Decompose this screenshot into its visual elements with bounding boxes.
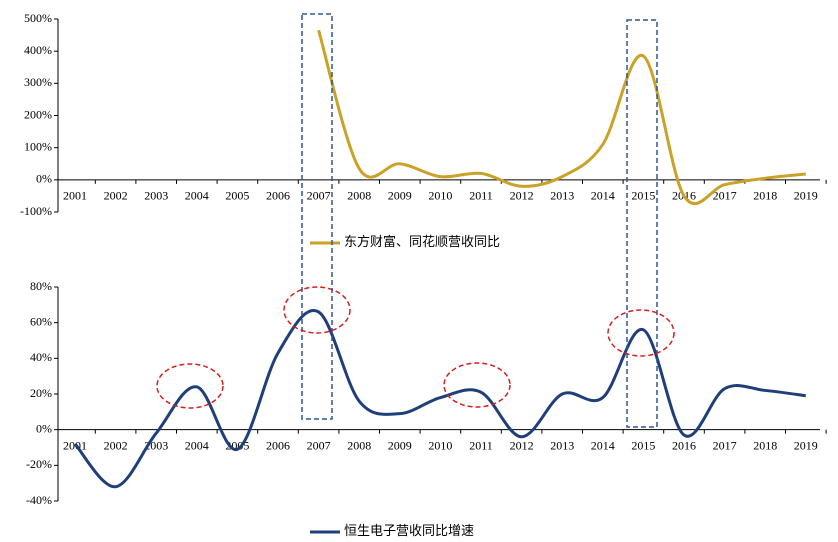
x-tick-label: 2014 (591, 189, 615, 203)
x-tick-label: 2008 (347, 189, 371, 203)
y-tick-label: -20% (26, 457, 52, 471)
y-tick-label: -40% (26, 493, 52, 507)
x-tick-label: 2002 (104, 438, 128, 452)
x-tick-label: 2015 (631, 189, 655, 203)
y-tick-label: 0% (36, 172, 52, 186)
x-tick-label: 2009 (388, 189, 412, 203)
x-tick-label: 2004 (185, 189, 209, 203)
x-tick-label: 2011 (469, 189, 493, 203)
x-tick-label: 2006 (266, 189, 290, 203)
x-tick-label: 2016 (672, 438, 696, 452)
x-tick-label: 2007 (307, 438, 331, 452)
x-tick-label: 2017 (713, 438, 737, 452)
x-tick-label: 2003 (144, 189, 168, 203)
x-tick-label: 2010 (428, 438, 452, 452)
y-tick-label: 100% (24, 139, 52, 153)
x-tick-label: 2013 (550, 189, 574, 203)
highlight-box (626, 19, 658, 428)
y-tick-label: 500% (24, 11, 52, 25)
y-tick-label: 80% (30, 279, 52, 293)
x-tick-label: 2017 (713, 189, 737, 203)
x-tick-label: 2013 (550, 438, 574, 452)
series-line (317, 29, 806, 205)
legend-label: 东方财富、同花顺营收同比 (344, 234, 500, 249)
x-tick-label: 2010 (428, 189, 452, 203)
x-tick-label: 2006 (266, 438, 290, 452)
x-tick-label: 2011 (469, 438, 493, 452)
series-line (73, 309, 806, 489)
x-tick-label: 2018 (753, 438, 777, 452)
y-tick-label: 300% (24, 75, 52, 89)
highlight-ellipse (156, 363, 224, 409)
x-tick-label: 2014 (591, 438, 615, 452)
y-tick-label: 40% (30, 350, 52, 364)
y-tick-label: 20% (30, 386, 52, 400)
legend-label: 恒生电子营收同比增速 (344, 523, 474, 538)
x-tick-label: 2008 (347, 438, 371, 452)
y-tick-label: 60% (30, 314, 52, 328)
y-tick-label: 200% (24, 107, 52, 121)
x-tick-label: 2002 (104, 189, 128, 203)
x-tick-label: 2007 (307, 189, 331, 203)
x-tick-label: 2019 (794, 438, 818, 452)
x-tick-label: 2001 (63, 189, 87, 203)
y-tick-label: 400% (24, 43, 52, 57)
x-tick-label: 2015 (631, 438, 655, 452)
x-tick-label: 2005 (225, 189, 249, 203)
highlight-ellipse (607, 309, 675, 357)
annotations (156, 13, 675, 428)
highlight-ellipse (443, 362, 511, 408)
x-tick-label: 2019 (794, 189, 818, 203)
highlight-ellipse (283, 286, 351, 334)
x-tick-label: 2012 (510, 438, 534, 452)
y-tick-label: 0% (36, 421, 52, 435)
highlight-box (301, 13, 333, 420)
x-tick-label: 2012 (510, 189, 534, 203)
x-tick-label: 2004 (185, 438, 209, 452)
x-tick-label: 2018 (753, 189, 777, 203)
x-tick-label: 2009 (388, 438, 412, 452)
y-tick-label: -100% (20, 204, 52, 218)
plots: -100% 0% 100% 200% 300% 400% 500% 2001 2002 2003 2… (20, 11, 827, 538)
